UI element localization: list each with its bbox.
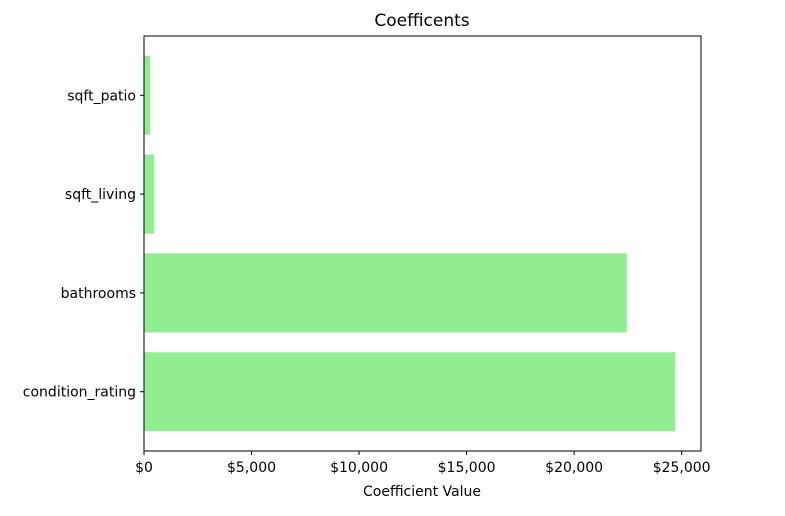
x-tick-label: $5,000: [227, 460, 276, 476]
y-tick-label: sqft_living: [65, 187, 136, 203]
chart-title: Coefficents: [374, 11, 469, 31]
y-tick-label: sqft_patio: [67, 88, 136, 104]
y-tick-label: bathrooms: [61, 286, 136, 302]
bar-bathrooms: [144, 253, 627, 333]
x-tick-label: $25,000: [653, 460, 711, 476]
x-axis-label: Coefficient Value: [363, 484, 481, 500]
y-axis: condition_rating bathrooms sqft_living sqft…: [23, 88, 144, 401]
plot-area-frame: [143, 35, 702, 452]
x-tick-label: $20,000: [545, 460, 603, 476]
x-tick-label: $0: [135, 460, 153, 476]
x-axis: $0 $5,000 $10,000 $15,000 $20,000 $25,000: [135, 451, 711, 476]
bar-sqft_patio: [144, 55, 151, 135]
x-tick-label: $10,000: [330, 460, 388, 476]
bar-sqft_living: [144, 154, 155, 234]
bars-group: [144, 55, 676, 432]
bar-condition_rating: [144, 352, 676, 432]
y-tick-label: condition_rating: [23, 385, 136, 401]
x-tick-label: $15,000: [438, 460, 496, 476]
